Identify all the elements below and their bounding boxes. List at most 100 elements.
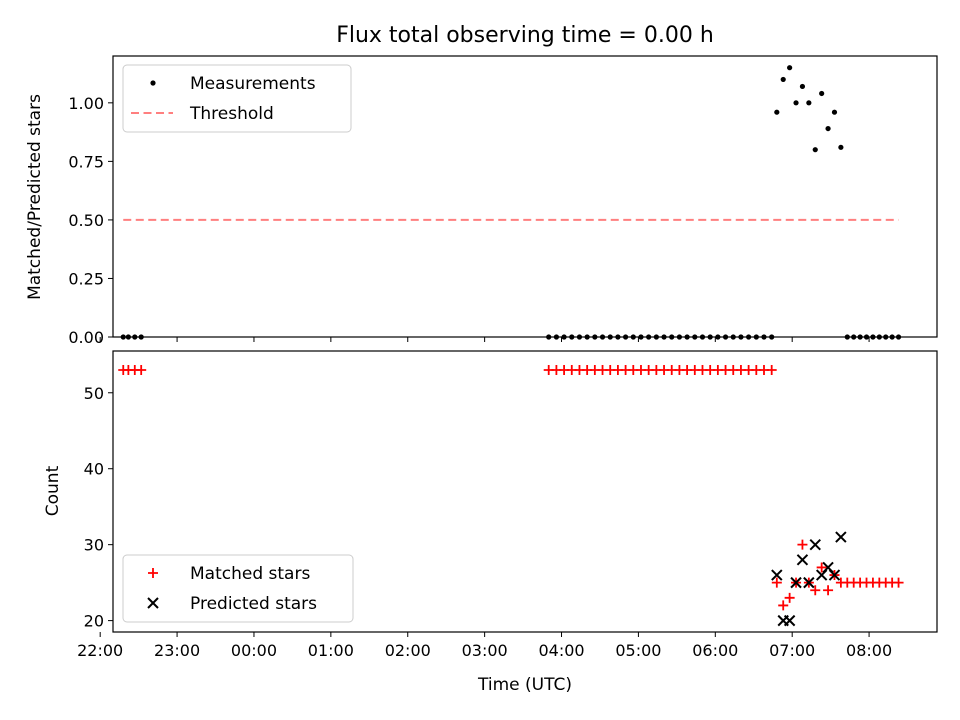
top-measurements-point <box>132 334 138 340</box>
bottom-predicted-stars-point <box>809 538 821 551</box>
bottom-y-tick-label: 40 <box>84 460 104 479</box>
top-measurements-point <box>138 334 144 340</box>
bottom-matched-stars-point <box>778 600 789 611</box>
top-measurements-point <box>553 334 559 340</box>
top-measurements-point <box>646 334 652 340</box>
top-measurements-point <box>561 334 567 340</box>
top-measurements-point <box>895 334 902 340</box>
top-measurements-point <box>661 334 667 340</box>
bottom-plot-area: 22:00 23:00 00:00 01:00 02:00 03:00 04:00 05:00… <box>77 350 938 660</box>
top-measurements-point <box>653 334 659 340</box>
chart-title: Flux total observing time = 0.00 h <box>336 23 714 48</box>
bottom-predicted-stars-point <box>803 576 815 589</box>
bottom-x-tick-label: 05:00 <box>615 641 661 660</box>
top-measurements-point <box>592 334 598 340</box>
top-measurements-point <box>769 334 775 340</box>
top-y-axis-label: Matched/Predicted stars <box>25 94 45 300</box>
bottom-x-tick-label: 04:00 <box>538 641 584 660</box>
bottom-matched-stars-point <box>797 539 808 550</box>
bottom-matched-stars-point <box>771 577 782 588</box>
top-measurements-point <box>883 334 889 340</box>
bottom-predicted-stars-point <box>790 576 802 589</box>
top-measurements-point <box>799 83 806 90</box>
bottom-matched-stars-point <box>766 364 777 375</box>
top-measurements-point <box>622 334 629 340</box>
top-legend-box <box>122 64 352 133</box>
top-measurements-point <box>722 334 729 340</box>
top-measurements-point <box>730 334 736 340</box>
bottom-frame <box>112 350 938 633</box>
top-measurements-point <box>753 334 759 340</box>
top-measurements-point <box>684 334 690 340</box>
top-legend-label: Measurements <box>190 74 316 94</box>
bottom-x-tick-label: 02:00 <box>385 641 431 660</box>
bottom-predicted-stars-point <box>828 569 841 581</box>
top-measurements-point <box>584 334 590 340</box>
top-measurements-point <box>699 334 706 340</box>
bottom-matched-stars-point <box>136 364 147 375</box>
top-y-tick-label: 0.25 <box>68 269 104 288</box>
top-measurements-point <box>630 334 636 340</box>
bottom-legend-x-handle <box>147 597 159 609</box>
top-y-tick-label: 0.00 <box>68 328 104 347</box>
bottom-x-tick-label: 07:00 <box>769 641 815 660</box>
top-measurements-point <box>851 334 857 340</box>
top-measurements-point <box>857 334 863 340</box>
top-frame <box>112 55 938 338</box>
top-measurements-point <box>761 334 767 340</box>
bottom-predicted-stars-point <box>796 554 809 566</box>
top-legend-label: Threshold <box>189 104 274 124</box>
bottom-predicted-stars-point <box>771 569 783 581</box>
bottom-x-tick-label: 22:00 <box>77 641 123 660</box>
top-measurements-point <box>780 76 786 83</box>
bottom-x-tick-label: 06:00 <box>692 641 738 660</box>
bottom-x-axis-label: Time (UTC) <box>477 675 572 695</box>
bottom-legend-label: Matched stars <box>190 564 310 584</box>
top-measurements-point <box>889 334 895 340</box>
bottom-legend-label: Predicted stars <box>190 594 317 614</box>
top-y-tick-label: 0.50 <box>68 211 104 230</box>
top-measurements-point <box>120 334 126 340</box>
bottom-predicted-stars-point <box>783 614 796 627</box>
top-measurements-point <box>870 334 876 340</box>
top-measurements-point <box>125 334 131 340</box>
bottom-matched-stars-point <box>816 562 827 573</box>
top-y-tick-label: 0.75 <box>68 152 104 171</box>
top-measurements-point <box>844 334 850 340</box>
top-measurements-point <box>607 334 613 340</box>
top-measurements-point <box>615 334 621 340</box>
bottom-y-tick-label: 30 <box>84 536 104 555</box>
top-measurements-point <box>669 334 675 340</box>
bottom-matched-stars-point <box>810 585 821 596</box>
top-measurements-point <box>576 334 583 340</box>
bottom-predicted-stars-point <box>835 531 847 543</box>
bottom-x-tick-label: 23:00 <box>154 641 200 660</box>
bottom-legend-plus-handle <box>148 568 158 578</box>
top-measurements-point <box>774 109 780 115</box>
bottom-matched-stars-point <box>823 585 834 596</box>
bottom-y-axis-label: Count <box>43 465 63 516</box>
top-legend-dot-handle <box>150 80 156 86</box>
bottom-y-tick-label: 20 <box>84 612 104 631</box>
top-y-tick-label: 1.00 <box>68 94 104 113</box>
top-measurements-point <box>599 334 606 340</box>
top-measurements-point <box>676 334 683 340</box>
top-measurements-point <box>787 65 793 71</box>
bottom-x-tick-label: 03:00 <box>462 641 508 660</box>
top-measurements-point <box>812 147 818 153</box>
top-measurements-point <box>546 334 552 340</box>
top-measurements-point <box>825 125 831 132</box>
bottom-matched-stars-point <box>893 577 904 588</box>
top-measurements-point <box>638 334 644 340</box>
bottom-legend-box <box>122 554 354 623</box>
top-measurements-point <box>738 334 744 340</box>
bottom-x-tick-label: 00:00 <box>231 641 277 660</box>
top-measurements-point <box>692 334 698 340</box>
bottom-x-tick-label: 01:00 <box>308 641 354 660</box>
top-measurements-point <box>715 334 721 340</box>
top-measurements-point <box>819 90 825 97</box>
bottom-y-tick-label: 50 <box>84 384 104 403</box>
top-measurements-point <box>793 100 799 106</box>
top-measurements-point <box>806 100 812 106</box>
bottom-x-tick-label: 08:00 <box>846 641 892 660</box>
